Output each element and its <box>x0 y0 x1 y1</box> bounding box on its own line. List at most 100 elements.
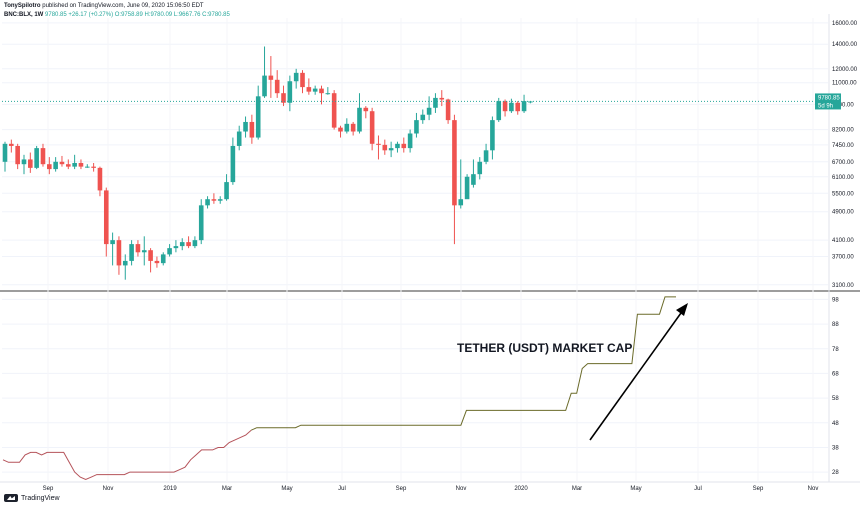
last-price-tag: 9780.85 5d 9h <box>815 93 841 110</box>
candle-body <box>331 93 337 128</box>
candle-body <box>388 148 394 151</box>
candle-body <box>407 133 413 149</box>
candle-body <box>186 242 191 247</box>
time-tick-label: Jul <box>338 486 346 492</box>
candle-body <box>148 250 153 261</box>
candle-body <box>464 176 470 200</box>
candle-body <box>433 97 438 108</box>
candle-body <box>439 97 445 100</box>
price-pane[interactable] <box>2 46 828 280</box>
candle-body <box>97 167 103 191</box>
candle-body <box>236 131 242 146</box>
time-tick-label: May <box>630 486 641 492</box>
indicator-tick-label: 78 <box>832 347 839 353</box>
candle-body <box>477 161 483 175</box>
indicator-tick-label: 68 <box>832 371 839 377</box>
candle-body <box>426 107 432 115</box>
candle-body <box>502 101 508 112</box>
annotation-text: TETHER (USDT) MARKET CAP <box>457 341 632 355</box>
price-tick-label: 6100.00 <box>832 175 854 181</box>
time-axis: Sep Nov 2019 Mar May Jul Sep Nov 2020 Mar May Jul Se… <box>43 486 819 492</box>
ohlc-values: O:9758.89 H:9780.09 L:9667.76 C:9780.85 <box>114 12 230 18</box>
indicator-tick-label: 88 <box>832 322 839 328</box>
price-tick-label: 9600.00 <box>832 102 854 108</box>
candle-body <box>363 107 369 112</box>
candle-body <box>401 143 407 149</box>
price-tick-label: 14000.00 <box>832 42 858 48</box>
price-tick-label: 4100.00 <box>832 238 854 244</box>
candle-body <box>21 159 27 165</box>
indicator-tick-label: 38 <box>832 445 839 451</box>
candle-body <box>40 148 46 165</box>
candle-body <box>66 164 71 167</box>
candle-body <box>458 199 464 206</box>
candle-body <box>395 143 400 149</box>
time-tick-label: Sep <box>753 486 764 492</box>
candle-body <box>268 75 274 80</box>
candle-body <box>78 162 84 167</box>
candle-body <box>357 107 362 132</box>
indicator-pane[interactable] <box>2 296 676 481</box>
candle-body <box>344 123 350 132</box>
candle-body <box>325 93 331 95</box>
time-tick-label: Mar <box>222 486 232 492</box>
candle-body <box>47 164 52 170</box>
price-tick-label: 5500.00 <box>832 191 854 197</box>
price-tick-label: 11000.00 <box>832 81 857 87</box>
candle-body <box>84 166 90 168</box>
candle-body <box>515 102 521 112</box>
candle-body <box>205 199 210 206</box>
candle-body <box>103 190 109 245</box>
time-tick-label: Sep <box>396 486 407 492</box>
candle-body <box>300 72 305 88</box>
candle-body <box>2 143 8 162</box>
tether-marketcap-line-early <box>2 429 252 481</box>
candle-body <box>262 75 267 97</box>
annotation-arrow-line <box>589 305 687 441</box>
candle-body <box>141 250 147 253</box>
published-text: published on TradingView.com, June 09, 2… <box>42 3 204 9</box>
candle-body <box>135 244 141 253</box>
footer-brand[interactable]: TradingView <box>4 494 60 502</box>
publisher-line: TonySpilotro published on TradingView.co… <box>4 2 230 11</box>
candle-body <box>306 87 312 92</box>
candle-body <box>243 121 248 132</box>
candle-body <box>445 99 451 121</box>
last-price: 9780.85 <box>45 12 67 18</box>
price-tick-label: 4900.00 <box>832 210 854 216</box>
time-tick-label: Nov <box>456 486 467 492</box>
chart-header: TonySpilotro published on TradingView.co… <box>4 2 230 20</box>
candle-body <box>224 182 229 200</box>
candle-body <box>369 111 375 144</box>
candle-body <box>249 121 255 138</box>
time-tick-label: Nov <box>808 486 819 492</box>
grid-lines <box>0 14 860 483</box>
candle-body <box>312 88 318 92</box>
author-name[interactable]: TonySpilotro <box>4 3 41 9</box>
candle-body <box>167 248 172 255</box>
indicator-tick-label: 48 <box>832 421 839 427</box>
candle-body <box>154 260 160 264</box>
candle-body <box>496 101 502 121</box>
candle-body <box>173 246 179 249</box>
candle-body <box>59 161 65 165</box>
candle-body <box>198 205 204 241</box>
tradingview-logo-icon <box>4 494 18 502</box>
candle-body <box>15 145 20 165</box>
time-tick-label: Jul <box>694 486 702 492</box>
indicator-axis: 28 38 48 58 68 78 88 98 <box>832 297 839 476</box>
candle-body <box>72 162 77 167</box>
candle-body <box>179 242 185 247</box>
candle-body <box>319 88 324 94</box>
candle-body <box>28 159 33 168</box>
candle-body <box>34 148 39 168</box>
price-axis: 16000.00 14000.00 12000.00 11000.00 9600.00 8… <box>832 21 858 289</box>
arrow-head-icon <box>676 303 688 316</box>
brand-name: TradingView <box>21 494 60 502</box>
candle-body <box>91 166 96 168</box>
price-tick-label: 3100.00 <box>832 283 854 289</box>
candle-body <box>217 199 223 201</box>
symbol-label[interactable]: BNC:BLX, 1W <box>4 12 44 18</box>
candle-body <box>293 72 299 82</box>
